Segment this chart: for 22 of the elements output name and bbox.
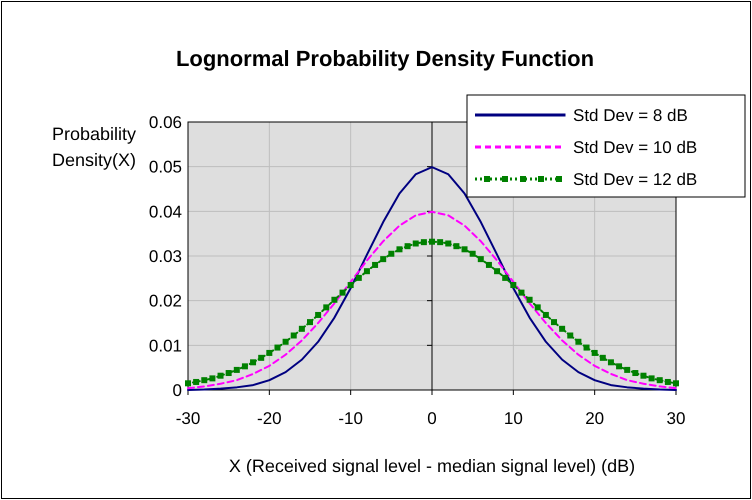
y-tick-label: 0.01 bbox=[148, 336, 182, 356]
y-axis-title: Probability Density(X) bbox=[52, 124, 136, 170]
y-tick-label: 0.06 bbox=[148, 113, 182, 132]
x-tick-label: 0 bbox=[427, 409, 437, 428]
x-tick-label: 30 bbox=[666, 409, 686, 428]
line-series bbox=[187, 166, 677, 391]
y-tick-label: 0.02 bbox=[148, 292, 182, 311]
y-tick-label: 0.04 bbox=[148, 202, 182, 222]
legend-label: Std Dev = 8 dB bbox=[573, 106, 688, 125]
y-tick-label: 0.03 bbox=[148, 247, 182, 266]
x-tick-label: -30 bbox=[176, 409, 200, 428]
x-tick-label: 10 bbox=[504, 409, 523, 428]
x-tick-label: 20 bbox=[585, 409, 604, 428]
y-tick-label: 0.05 bbox=[148, 158, 182, 177]
x-tick-label: -10 bbox=[338, 409, 363, 428]
x-axis-title: X (Received signal level - median signal level) (dB) bbox=[228, 456, 636, 476]
legend-label: Std Dev = 12 dB bbox=[573, 170, 698, 189]
legend-label: Std Dev = 10 dB bbox=[573, 138, 698, 157]
chart-title: Lognormal Probability Density Function bbox=[176, 46, 594, 71]
y-tick-label: 0 bbox=[172, 381, 182, 400]
line-series bbox=[187, 210, 677, 390]
x-tick-label: -20 bbox=[257, 409, 282, 428]
